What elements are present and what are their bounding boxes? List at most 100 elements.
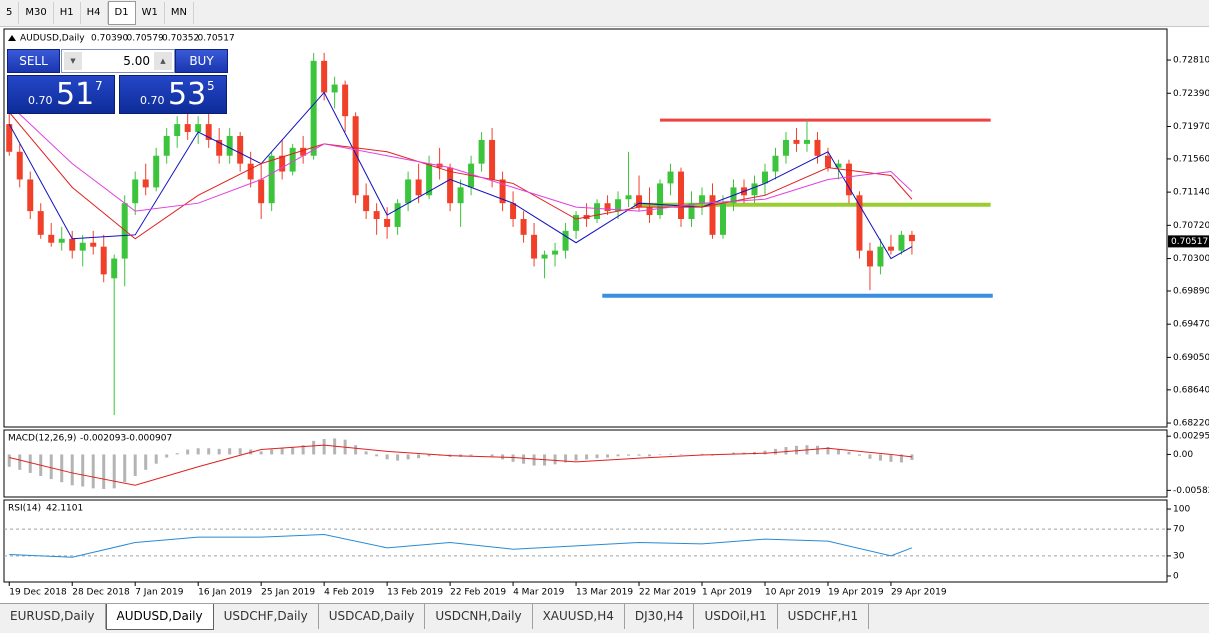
lot-down[interactable]: ▼ bbox=[64, 52, 82, 70]
lot-value: 5.00 bbox=[123, 54, 150, 68]
chart-tab[interactable]: XAUUSD,H4 bbox=[533, 604, 625, 629]
candle-body bbox=[79, 242, 86, 251]
candle-body bbox=[426, 163, 433, 196]
ask-big: 0.70 bbox=[140, 94, 165, 107]
candle-body bbox=[478, 139, 485, 164]
candle-body bbox=[646, 207, 653, 216]
rsi-line bbox=[9, 533, 913, 558]
macd-bar bbox=[312, 440, 316, 455]
candle-body bbox=[100, 246, 107, 275]
y-tick-label: 0.71140 bbox=[1173, 188, 1209, 198]
macd-bar bbox=[186, 449, 190, 455]
macd-bar bbox=[763, 450, 767, 455]
macd-bar bbox=[396, 454, 400, 461]
macd-bar bbox=[60, 454, 64, 483]
macd-bar bbox=[532, 454, 536, 466]
macd-bar bbox=[595, 454, 599, 459]
chart-tab[interactable]: EURUSD,Daily bbox=[0, 604, 106, 629]
ask-point: 5 bbox=[207, 79, 215, 93]
macd-bar bbox=[165, 454, 169, 458]
candle-body bbox=[132, 179, 139, 204]
timeframe-button[interactable]: 5 bbox=[0, 2, 20, 24]
macd-bar bbox=[427, 454, 431, 457]
macd-bar bbox=[112, 454, 116, 489]
macd-bar bbox=[301, 445, 305, 455]
candle-body bbox=[153, 155, 160, 188]
chart-tab[interactable]: AUDUSD,Daily bbox=[105, 604, 214, 630]
candle-body bbox=[216, 139, 223, 156]
candle-body bbox=[615, 199, 622, 212]
candle-body bbox=[510, 203, 517, 220]
timeframe-button[interactable]: M30 bbox=[19, 2, 54, 24]
ask-price[interactable]: 0.70 53 5 bbox=[119, 75, 227, 114]
bid-pips: 51 bbox=[56, 77, 95, 112]
candle-body bbox=[866, 250, 873, 267]
macd-bar bbox=[700, 453, 704, 455]
candle-body bbox=[531, 234, 538, 259]
chart-tab[interactable]: USDCNH,Daily bbox=[425, 604, 533, 629]
candle-body bbox=[16, 151, 23, 180]
one-click-trading: SELL ▼ 5.00 ▲ BUY 0.70 51 7 0.70 53 5 bbox=[7, 49, 228, 114]
chart-tab[interactable]: USDCHF,H1 bbox=[778, 604, 870, 629]
x-tick-label: 29 Apr 2019 bbox=[891, 588, 947, 598]
macd-bar bbox=[102, 454, 106, 489]
candle-body bbox=[699, 195, 706, 204]
y-tick-label: 30 bbox=[1173, 551, 1185, 561]
lot-up[interactable]: ▲ bbox=[154, 52, 172, 70]
timeframe-button[interactable]: MN bbox=[165, 2, 194, 24]
candle-body bbox=[782, 139, 789, 156]
chart-tab[interactable]: USDCAD,Daily bbox=[319, 604, 426, 629]
bid-big: 0.70 bbox=[28, 94, 53, 107]
ohlc-value: 0.70352 bbox=[162, 34, 199, 44]
indicator-title: RSI(14) bbox=[8, 504, 41, 514]
candle-body bbox=[247, 163, 254, 180]
moving-average bbox=[8, 91, 913, 260]
timeframe-toolbar: 5 M30 H1 H4 D1 W1 MN bbox=[0, 0, 1209, 27]
x-tick-label: 28 Dec 2018 bbox=[72, 588, 130, 598]
x-tick-label: 13 Mar 2019 bbox=[576, 588, 633, 598]
macd-bar bbox=[637, 454, 641, 456]
chart-title: AUDUSD,Daily bbox=[20, 34, 85, 44]
timeframe-button[interactable]: D1 bbox=[107, 1, 136, 25]
timeframe-button[interactable]: W1 bbox=[136, 2, 165, 24]
bid-price[interactable]: 0.70 51 7 bbox=[7, 75, 115, 114]
candle-body bbox=[457, 187, 464, 204]
last-price-box bbox=[1168, 235, 1209, 248]
candle-body bbox=[27, 179, 34, 212]
candle-body bbox=[258, 179, 265, 204]
candle-body bbox=[835, 163, 842, 168]
macd-bar bbox=[658, 454, 662, 456]
macd-bar bbox=[417, 454, 421, 459]
macd-bar bbox=[469, 454, 473, 456]
ohlc-value: 0.70579 bbox=[127, 34, 164, 44]
macd-bar bbox=[385, 454, 389, 460]
candle-body bbox=[657, 183, 664, 216]
candle-body bbox=[405, 179, 412, 204]
macd-bar bbox=[679, 454, 683, 456]
buy-button[interactable]: BUY bbox=[175, 49, 228, 73]
chart-tab[interactable]: USDCHF,Daily bbox=[214, 604, 319, 629]
candle-body bbox=[845, 163, 852, 196]
sell-button[interactable]: SELL bbox=[7, 49, 60, 73]
candle-body bbox=[289, 147, 296, 172]
timeframe-button[interactable]: H1 bbox=[54, 2, 81, 24]
chart-tab[interactable]: USDOil,H1 bbox=[694, 604, 778, 629]
macd-bar bbox=[375, 454, 379, 457]
y-tick-label: 0.72810 bbox=[1173, 56, 1209, 66]
timeframe-button[interactable]: H4 bbox=[81, 2, 108, 24]
macd-bar bbox=[889, 454, 893, 462]
candle-body bbox=[37, 211, 44, 235]
y-tick-label: 0.71560 bbox=[1173, 154, 1209, 164]
y-tick-label: 0.71970 bbox=[1173, 122, 1209, 132]
macd-bar bbox=[868, 454, 872, 459]
macd-bar bbox=[784, 447, 788, 455]
y-tick-label: 0.72390 bbox=[1173, 89, 1209, 99]
macd-bar bbox=[18, 454, 22, 470]
candle-body bbox=[562, 230, 569, 251]
candle-body bbox=[594, 203, 601, 220]
ohlc-value: 0.70517 bbox=[198, 34, 235, 44]
chart-tab[interactable]: DJ30,H4 bbox=[625, 604, 695, 629]
lot-input[interactable]: ▼ 5.00 ▲ bbox=[61, 49, 175, 73]
macd-bar bbox=[773, 448, 777, 455]
